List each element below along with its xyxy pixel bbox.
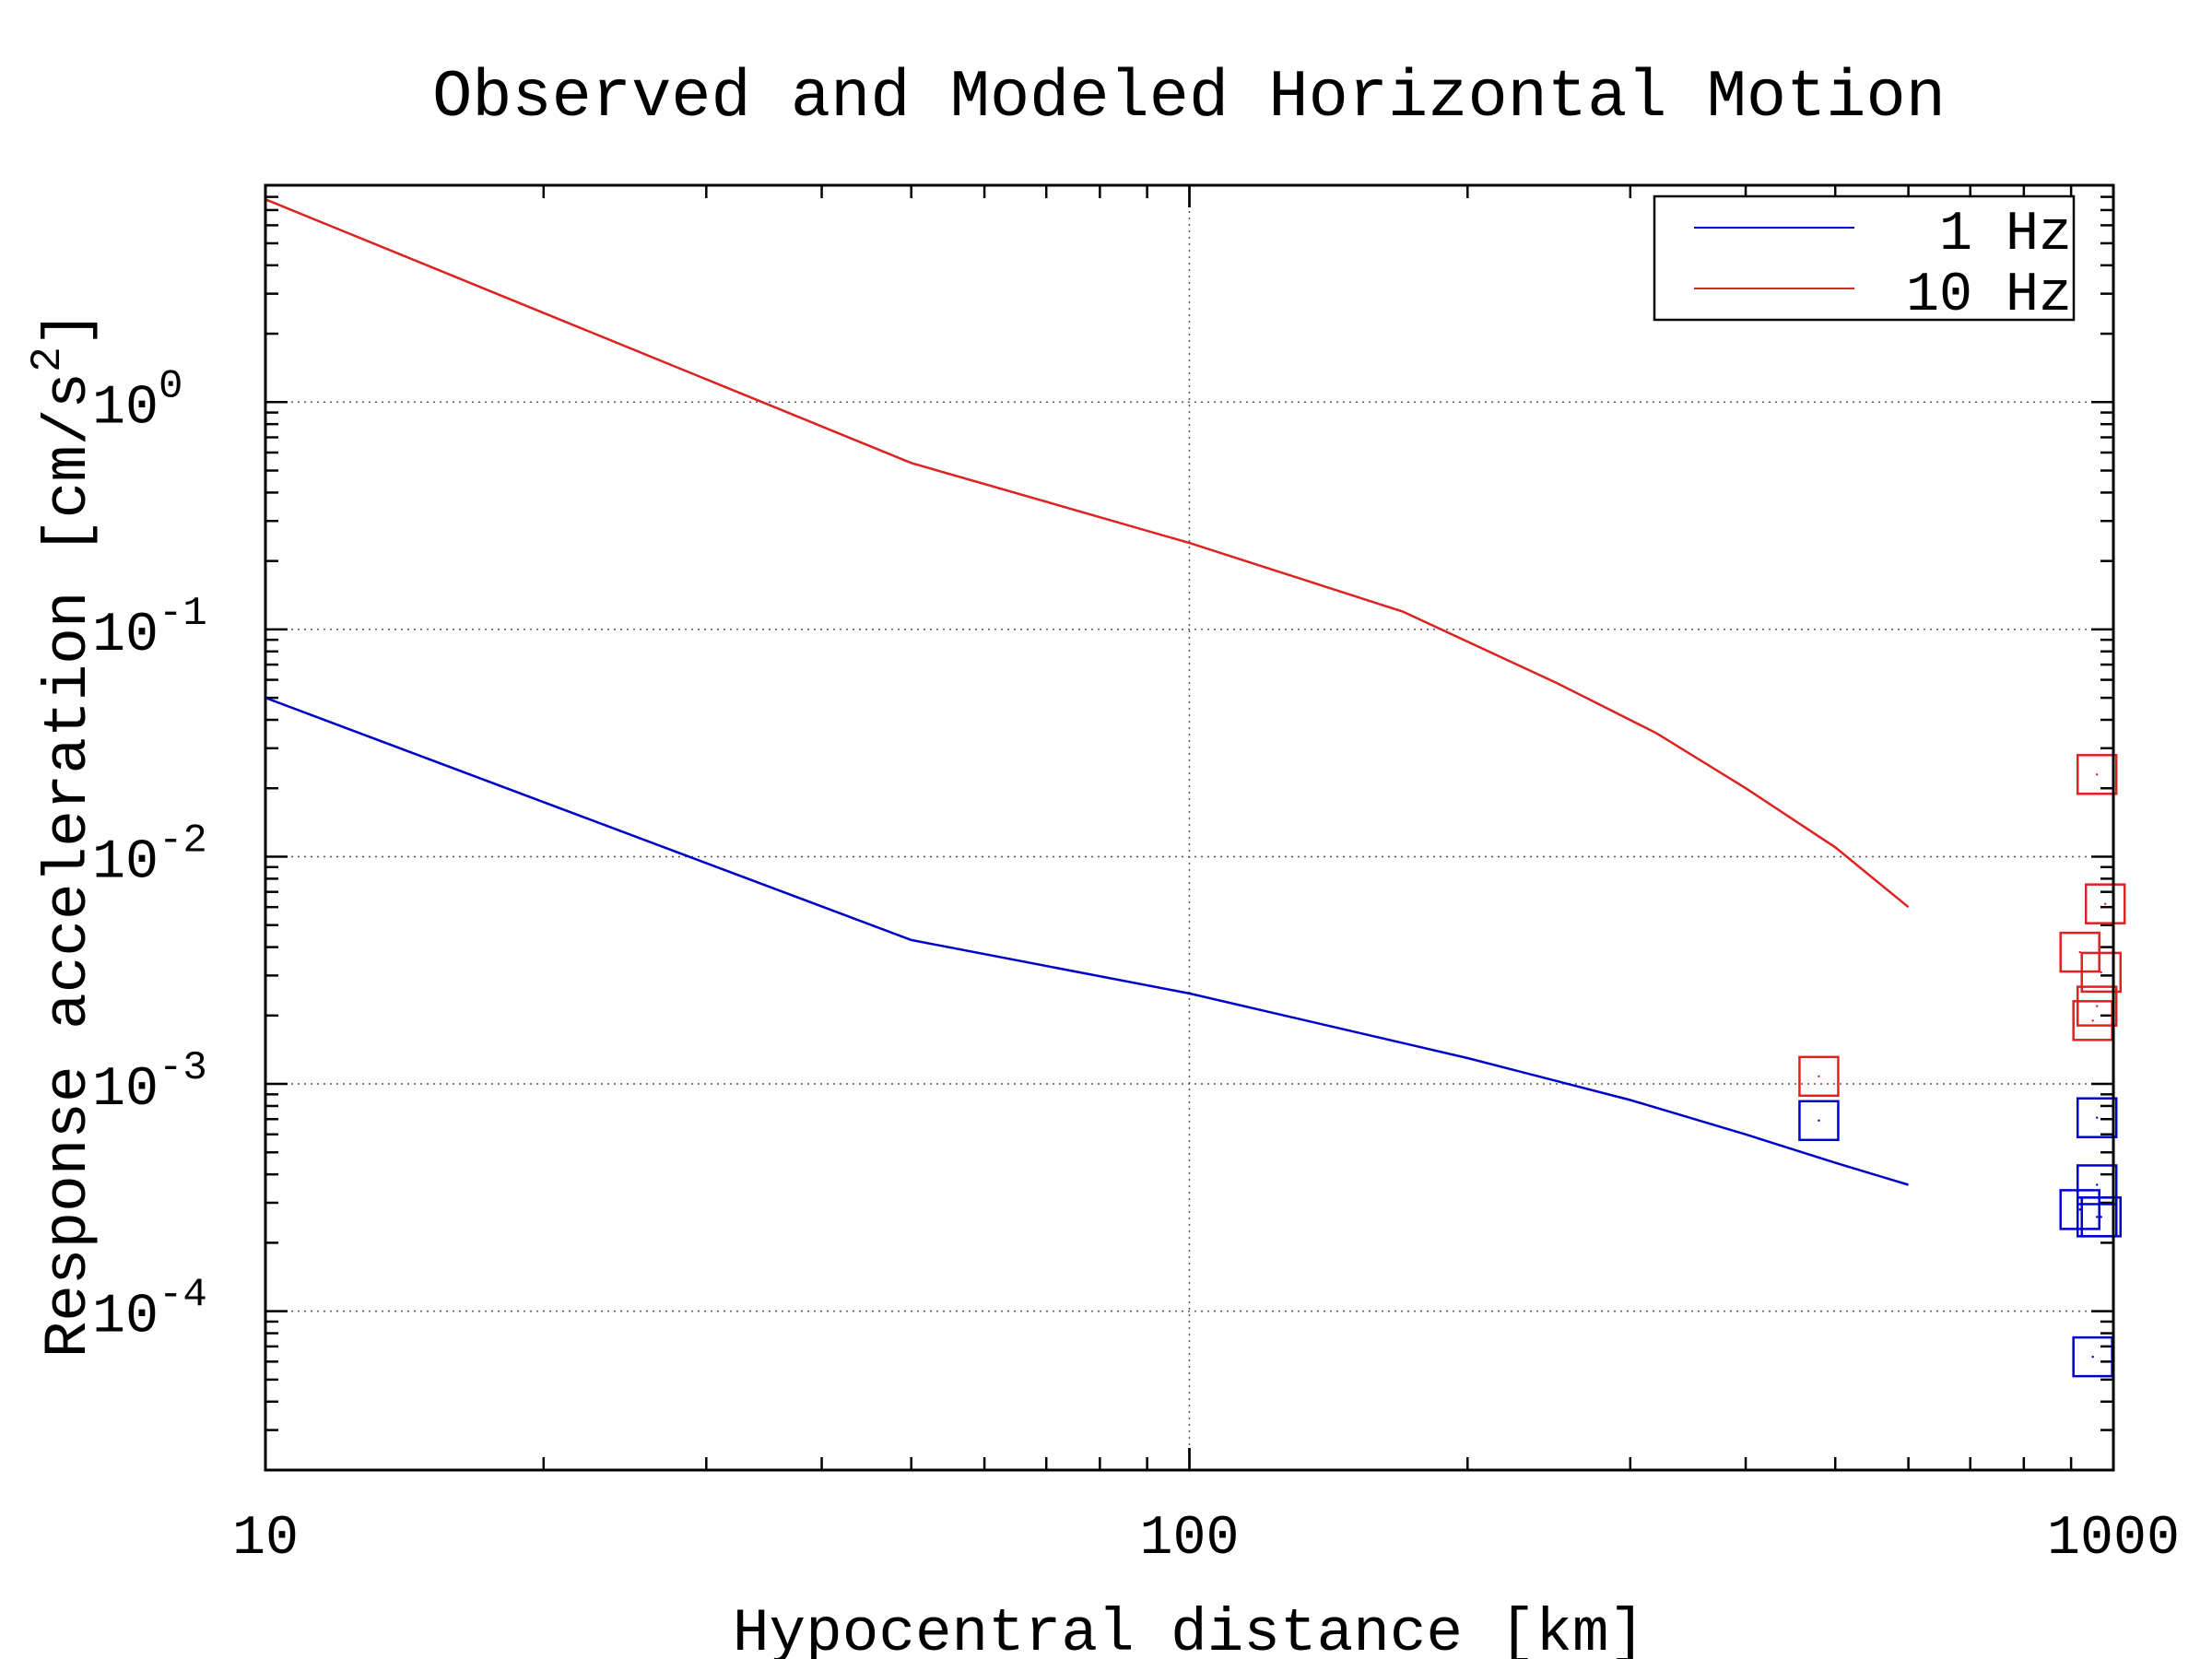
observed-point-dot bbox=[2096, 1005, 2099, 1007]
grid bbox=[265, 185, 2113, 1470]
observed-point bbox=[1798, 1055, 1840, 1098]
legend-box bbox=[1653, 194, 2076, 322]
observed-point-dot bbox=[2100, 1216, 2102, 1218]
x-tick-labels: 10 100 1000 bbox=[232, 1508, 2180, 1571]
series-line-1hz bbox=[265, 696, 1909, 1186]
y-tick-labels: 100 10-1 10-2 10-3 10-4 bbox=[92, 363, 207, 1348]
observed-markers bbox=[1798, 754, 2126, 1378]
observed-point bbox=[2059, 1189, 2100, 1230]
x-tick-label: 10 bbox=[232, 1508, 299, 1571]
x-tick-label: 100 bbox=[1139, 1508, 1239, 1571]
observed-point-dot bbox=[2096, 1116, 2099, 1119]
observed-point bbox=[2076, 754, 2118, 795]
observed-point-dot bbox=[2078, 1208, 2081, 1211]
chart-title: Observed and Modeled Horizontal Motion bbox=[432, 60, 1946, 135]
tick-marks bbox=[264, 183, 2115, 1472]
observed-point-dot bbox=[2078, 950, 2081, 954]
observed-point-dot bbox=[2104, 902, 2107, 905]
y-tick-label: 10-2 bbox=[92, 818, 207, 894]
legend-label-1hz: 1 Hz bbox=[1939, 204, 2072, 266]
observed-point bbox=[2076, 985, 2118, 1027]
series-layer bbox=[265, 198, 1910, 1186]
observed-point bbox=[2080, 951, 2122, 994]
observed-point bbox=[2080, 1196, 2122, 1238]
observed-point-dot bbox=[2100, 971, 2102, 974]
observed-point-dot bbox=[2096, 773, 2099, 776]
x-tick-label: 1000 bbox=[2047, 1508, 2180, 1571]
y-tick-label: 100 bbox=[92, 363, 182, 440]
observed-point bbox=[2076, 1097, 2118, 1138]
observed-point bbox=[1798, 1100, 1840, 1142]
observed-point-dot bbox=[2091, 1019, 2094, 1022]
y-tick-label: 10-3 bbox=[92, 1045, 207, 1122]
observed-point-dot bbox=[2091, 1355, 2094, 1359]
observed-point-dot bbox=[1818, 1075, 1820, 1078]
observed-point-dot bbox=[2096, 1183, 2099, 1186]
y-axis-label: Response acceleration [cm/s2] bbox=[24, 311, 103, 1359]
series-line-10hz bbox=[265, 198, 1910, 909]
y-tick-label: 10-1 bbox=[92, 591, 207, 667]
legend-label-10hz: 10 Hz bbox=[1906, 265, 2072, 327]
legend: 1 Hz 10 Hz bbox=[1653, 194, 2076, 327]
observed-point bbox=[2084, 883, 2126, 924]
observed-point-dot bbox=[2096, 1216, 2099, 1218]
x-axis-label: Hypocentral distance [km] bbox=[733, 1599, 1645, 1659]
y-tick-label: 10-4 bbox=[92, 1273, 207, 1349]
plot-frame bbox=[264, 183, 2115, 1472]
observed-point-dot bbox=[1818, 1119, 1820, 1122]
observed-point bbox=[2076, 1164, 2118, 1206]
